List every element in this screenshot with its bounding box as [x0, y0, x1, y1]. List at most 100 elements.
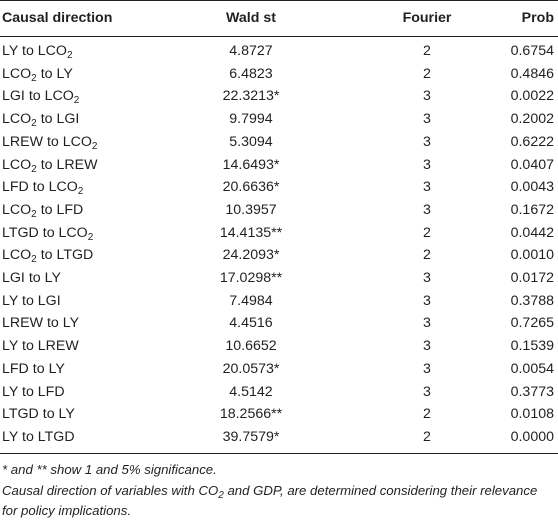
to-variable: LTGD [37, 428, 75, 445]
causal-direction-cell: LGI to LCO2 [2, 86, 79, 106]
direction-connector: to [28, 270, 41, 286]
prob-cell: 0.7265 [510, 315, 554, 332]
from-variable: LTGD [2, 224, 39, 241]
prob-cell: 0.1539 [510, 338, 554, 355]
wald-st-cell: 10.6652 [225, 338, 277, 355]
fourier-cell: 3 [423, 179, 431, 196]
wald-st-cell: 18.2566** [219, 406, 283, 423]
from-variable: LY [2, 292, 19, 309]
direction-connector: to [32, 360, 45, 377]
to-subscript: 2 [77, 186, 84, 198]
header-prob: Prob [521, 10, 554, 26]
causal-direction-cell: LREW to LY [2, 313, 79, 333]
wald-st-cell: 39.7579* [222, 428, 280, 445]
table-row: LTGD to LY 18.2566** 2 0.0108 [0, 404, 558, 427]
direction-connector: to [22, 383, 34, 400]
from-subscript: 2 [31, 254, 37, 266]
causal-direction-cell: LY to LTGD [2, 427, 75, 447]
wald-st-cell: 14.4135** [219, 224, 283, 241]
table-row: LCO2 to LFD 10.3957 3 0.1672 [0, 200, 558, 223]
from-variable: LGI [2, 270, 25, 286]
table-row: LREW to LY 4.4516 3 0.7265 [0, 313, 558, 336]
prob-cell: 0.6222 [510, 133, 554, 150]
to-variable: LFD [37, 383, 65, 400]
to-variable: LCO [44, 88, 74, 105]
from-variable: LY [2, 338, 19, 355]
table-row: LY to LFD 4.5142 3 0.3773 [0, 382, 558, 405]
to-variable: LY [44, 270, 61, 286]
fourier-cell: 3 [423, 111, 431, 128]
wald-st-cell: 14.6493* [222, 156, 280, 173]
to-variable: LTGD [56, 247, 94, 264]
fourier-cell: 3 [423, 360, 431, 377]
table-row: LCO2 to LY 6.4823 2 0.4846 [0, 64, 558, 87]
direction-connector: to [40, 201, 53, 218]
fourier-cell: 3 [423, 88, 431, 105]
direction-connector: to [46, 315, 59, 332]
from-variable: LY [2, 43, 19, 59]
causal-direction-cell: LREW to LCO2 [2, 132, 97, 152]
direction-connector: to [40, 65, 53, 82]
to-subscript: 2 [66, 50, 73, 61]
header-causal-direction: Causal direction [2, 10, 113, 26]
table-row: LY to LGI 7.4984 3 0.3788 [0, 291, 558, 314]
wald-st-cell: 17.0298** [219, 270, 283, 286]
direction-connector: to [32, 179, 45, 196]
from-variable: LREW [2, 133, 43, 150]
direction-connector: to [22, 428, 34, 445]
fourier-cell: 3 [423, 338, 431, 355]
causal-direction-cell: LY to LREW [2, 336, 79, 356]
header-wald-st: Wald st [226, 10, 276, 26]
table-row: LFD to LCO2 20.6636* 3 0.0043 [0, 177, 558, 200]
header-fourier: Fourier [402, 10, 452, 26]
from-variable: LREW [2, 315, 43, 332]
causal-direction-cell: LGI to LY [2, 268, 61, 288]
table-row: LCO2 to LREW 14.6493* 3 0.0407 [0, 155, 558, 178]
causal-direction-cell: LTGD to LY [2, 404, 75, 424]
from-variable: LY [2, 383, 19, 400]
fourier-cell: 3 [423, 156, 431, 173]
from-variable: LTGD [2, 406, 39, 423]
direction-connector: to [46, 133, 59, 150]
prob-cell: 0.0010 [510, 247, 554, 264]
fourier-cell: 2 [423, 406, 431, 423]
from-subscript: 2 [31, 163, 37, 175]
table-row: LCO2 to LTGD 24.2093* 2 0.0010 [0, 245, 558, 268]
to-subscript: 2 [87, 231, 94, 243]
causal-direction-cell: LTGD to LCO2 [2, 223, 93, 243]
direction-connector: to [22, 292, 34, 309]
wald-st-cell: 4.8727 [229, 43, 273, 59]
fourier-cell: 2 [423, 65, 431, 82]
prob-cell: 0.3773 [510, 383, 554, 400]
causal-direction-cell: LCO2 to LTGD [2, 245, 93, 265]
from-variable: LCO [2, 201, 32, 218]
fourier-cell: 3 [423, 292, 431, 309]
wald-st-cell: 20.0573* [222, 360, 280, 377]
wald-st-cell: 9.7994 [229, 111, 273, 128]
from-variable: LY [2, 428, 19, 445]
wald-st-cell: 20.6636* [222, 179, 280, 196]
table-row: LY to LTGD 39.7579* 2 0.0000 [0, 427, 558, 450]
from-variable: LFD [2, 360, 29, 377]
causal-direction-cell: LCO2 to LGI [2, 109, 79, 129]
prob-cell: 0.2002 [510, 111, 554, 128]
wald-st-cell: 22.3213* [222, 88, 280, 105]
table-row: LTGD to LCO2 14.4135** 2 0.0442 [0, 223, 558, 246]
table-header: Causal direction Wald st Fourier Prob [0, 0, 558, 37]
wald-st-cell: 6.4823 [229, 65, 273, 82]
fourier-cell: 2 [423, 43, 431, 59]
to-subscript: 2 [73, 95, 80, 107]
from-variable: LCO [2, 247, 32, 264]
prob-cell: 0.1672 [510, 201, 554, 218]
wald-st-cell: 7.4984 [229, 292, 273, 309]
prob-cell: 0.0022 [510, 88, 554, 105]
fourier-cell: 3 [423, 133, 431, 150]
to-variable: LY [56, 65, 73, 82]
wald-st-cell: 10.3957 [225, 201, 277, 218]
direction-connector: to [42, 406, 55, 423]
from-variable: LCO [2, 111, 32, 128]
to-variable: LCO [62, 133, 92, 150]
fourier-cell: 3 [423, 315, 431, 332]
footnote-causal-direction: Causal direction of variables with CO2 a… [2, 481, 552, 522]
table-row: LGI to LY 17.0298** 3 0.0172 [0, 268, 558, 291]
